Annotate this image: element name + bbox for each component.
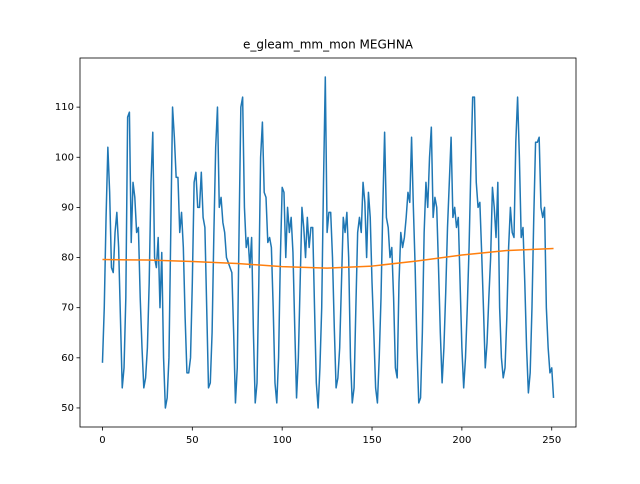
- x-tick-label: 50: [186, 435, 199, 446]
- chart-title: e_gleam_mm_mon MEGHNA: [243, 38, 414, 52]
- x-tick-label: 250: [542, 435, 561, 446]
- y-tick-label: 60: [61, 353, 74, 364]
- data-line: [101, 76, 555, 409]
- x-tick-label: 200: [452, 435, 471, 446]
- y-tick-label: 50: [61, 403, 74, 414]
- y-tick-label: 80: [61, 253, 74, 264]
- x-tick-label: 100: [273, 435, 292, 446]
- y-tick-label: 110: [55, 102, 74, 113]
- y-tick-label: 100: [55, 152, 74, 163]
- axes-frame: [79, 57, 577, 428]
- y-tick-label: 70: [61, 303, 74, 314]
- data-line: [102, 247, 554, 269]
- x-tick-label: 150: [362, 435, 381, 446]
- x-tick-label: 0: [99, 435, 105, 446]
- y-tick-label: 90: [61, 202, 74, 213]
